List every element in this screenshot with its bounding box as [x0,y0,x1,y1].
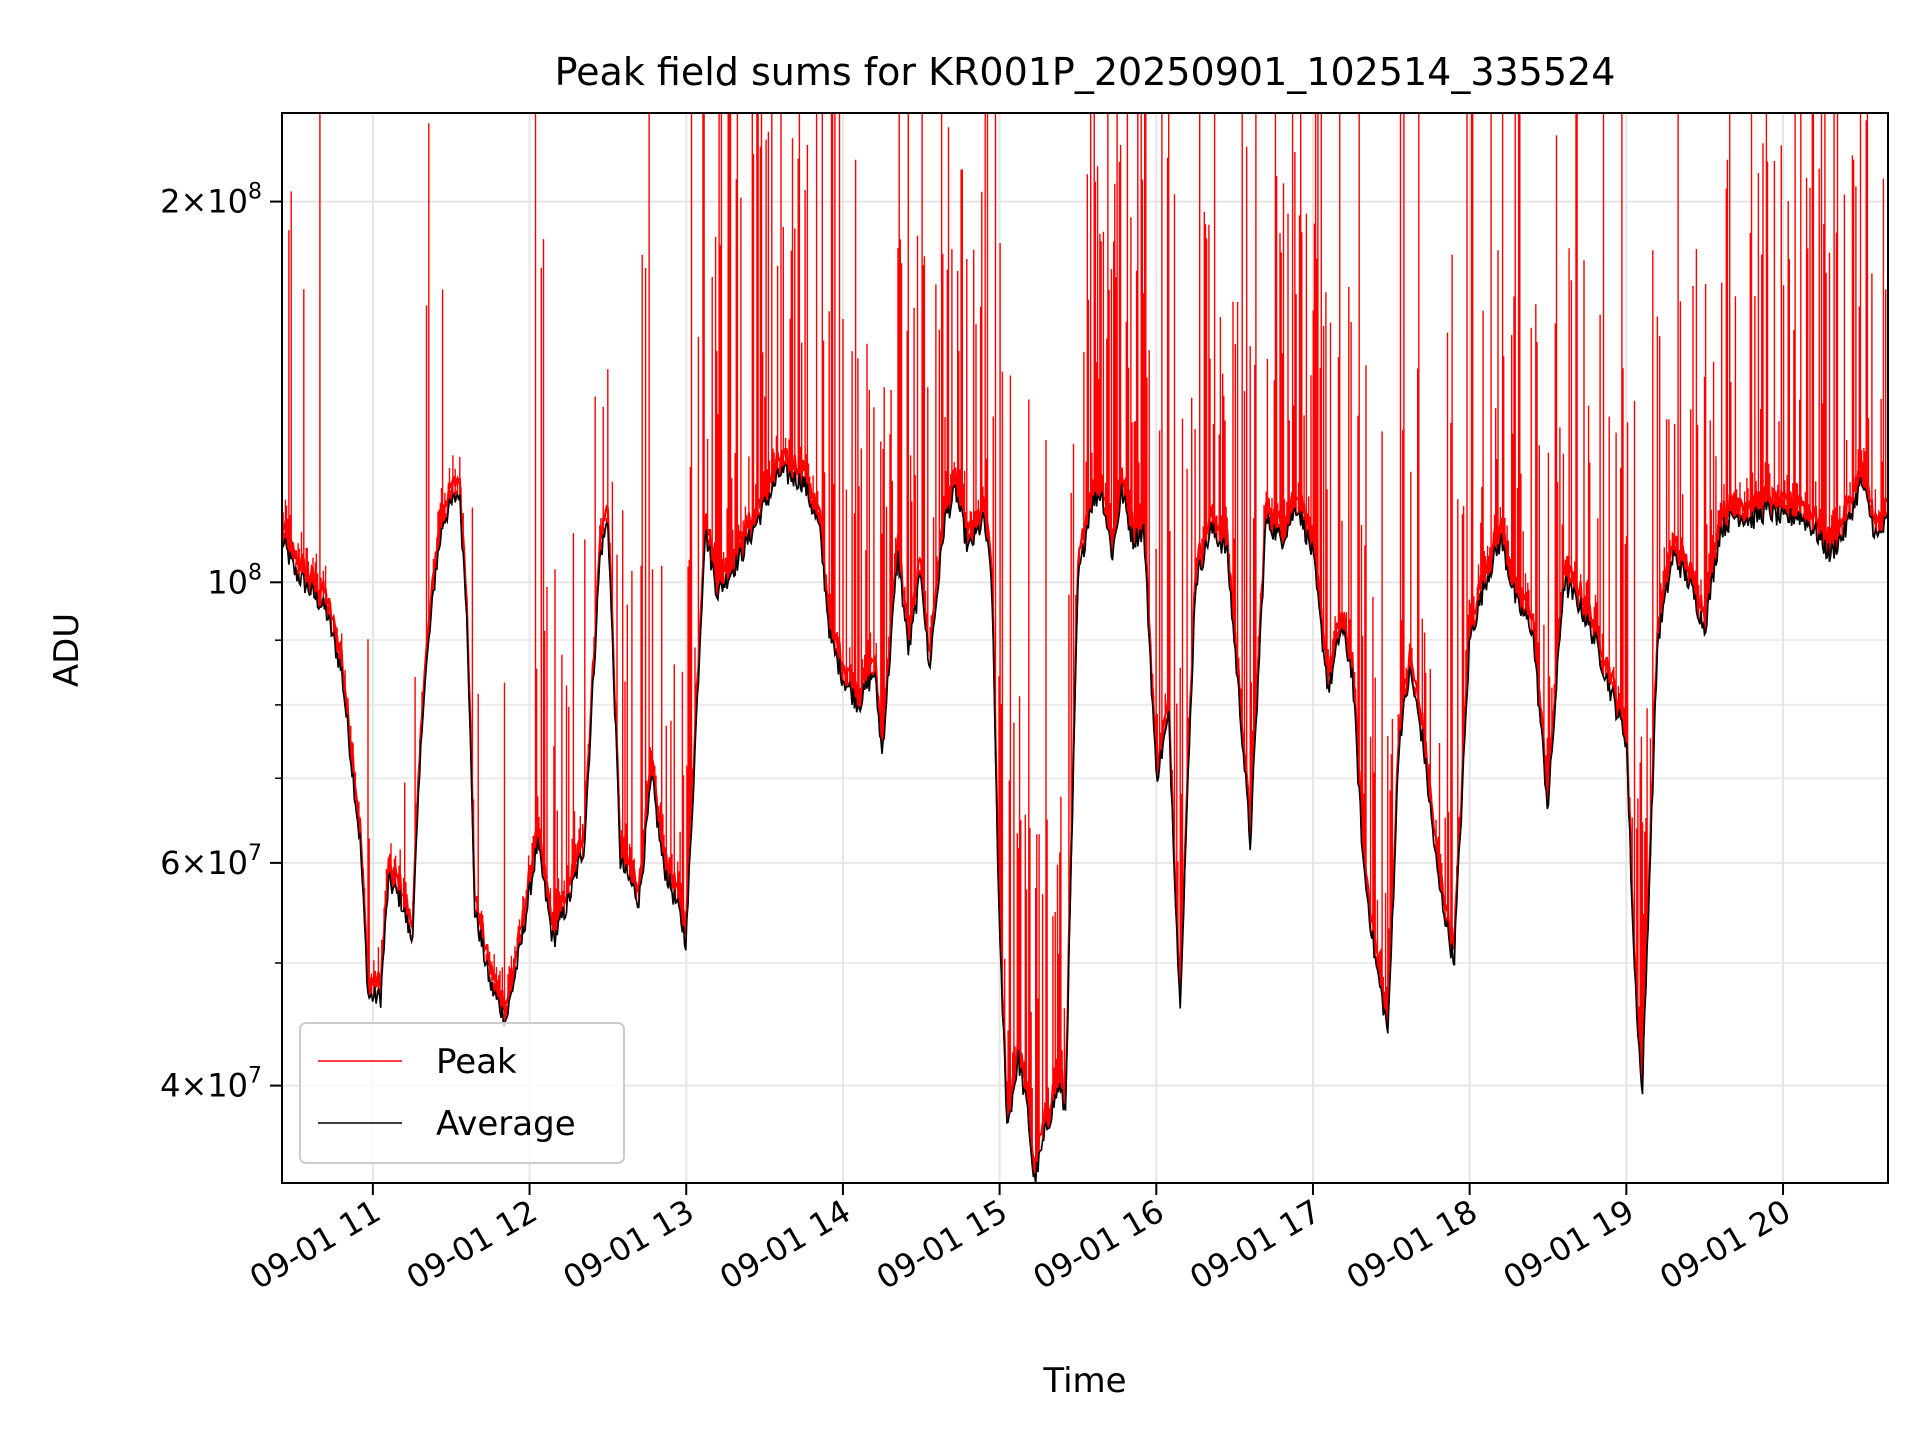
average-series-line [282,464,1888,1183]
plot-area [282,113,1888,1183]
legend-peak-label: Peak [436,1042,517,1082]
grid [282,113,1888,1183]
plot-frame [281,112,1889,1184]
y-tick-label: 6×107 [160,841,262,882]
legend: Peak Average [299,1022,625,1164]
chart-title: Peak field sums for KR001P_20250901_1025… [555,50,1616,94]
y-tick-label: 2×108 [160,180,262,221]
peak-envelope [282,447,1888,1169]
legend-average-label: Average [436,1104,576,1144]
x-axis-label: Time [1042,1361,1126,1401]
y-axis-label: ADU [47,613,87,687]
y-axis: 4×107 6×107 108 2×108 [160,180,282,1105]
y-tick-label: 4×107 [160,1064,262,1105]
legend-box [299,1022,625,1164]
y-tick-label: 108 [207,560,262,601]
